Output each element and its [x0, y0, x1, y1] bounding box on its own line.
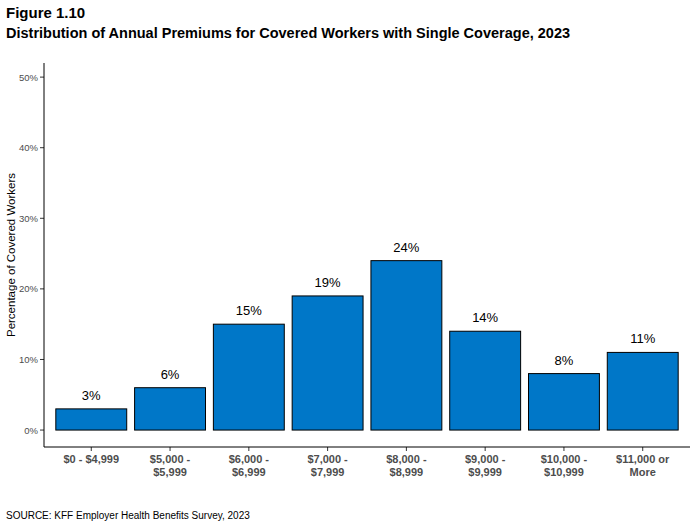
subtitle: Distribution of Annual Premiums for Cove… — [6, 25, 570, 41]
x-tick-label: $0 - $4,999 — [63, 453, 119, 465]
x-tick-label-line: $5,999 — [153, 466, 187, 478]
x-tick-label-line: More — [630, 466, 656, 478]
x-tick-label: $6,000 -$6,999 — [229, 453, 270, 478]
bar — [213, 324, 284, 430]
x-tick-label-line: $7,999 — [311, 466, 345, 478]
x-tick-label-line: $0 - $4,999 — [63, 453, 119, 465]
y-tick — [40, 218, 44, 219]
title: Figure 1.10 — [6, 4, 85, 21]
x-tick-label-line: $9,999 — [468, 466, 502, 478]
bar — [292, 296, 363, 430]
y-tick-label: 50% — [19, 72, 39, 83]
x-tick-label-line: $10,000 - — [541, 453, 588, 465]
x-tick-label-line: $5,000 - — [150, 453, 191, 465]
x-tick-label-line: $6,000 - — [229, 453, 270, 465]
x-tick — [327, 447, 328, 451]
bar — [371, 261, 442, 430]
x-tick — [248, 447, 249, 451]
x-tick-label-line: $10,999 — [544, 466, 584, 478]
bar — [135, 388, 206, 430]
data-label: 24% — [393, 240, 419, 255]
y-tick-label: 20% — [19, 283, 39, 294]
x-tick-label-line: $11,000 or — [616, 453, 670, 465]
data-label: 11% — [630, 331, 655, 346]
data-label: 8% — [555, 353, 574, 368]
data-label: 14% — [472, 310, 498, 325]
y-tick-label: 40% — [19, 142, 39, 153]
x-tick-label-line: $7,000 - — [307, 453, 348, 465]
data-label: 3% — [82, 388, 101, 403]
bar — [450, 331, 521, 430]
bars — [56, 261, 678, 430]
data-label: 15% — [236, 303, 262, 318]
x-tick-label: $10,000 -$10,999 — [541, 453, 588, 478]
background — [0, 0, 698, 525]
x-tick-label: $8,000 -$8,999 — [386, 453, 427, 478]
bar — [56, 409, 127, 430]
x-tick-label-line: $6,999 — [232, 466, 266, 478]
y-axis-label: Percentage of Covered Workers — [5, 173, 17, 337]
x-tick-label: $5,000 -$5,999 — [150, 453, 191, 478]
x-tick-label-line: $8,999 — [390, 466, 424, 478]
y-tick — [40, 359, 44, 360]
x-axis-line — [44, 447, 690, 448]
chart-svg: Figure 1.10 Distribution of Annual Premiu… — [0, 0, 698, 525]
chart-root: Figure 1.10 Distribution of Annual Premiu… — [0, 0, 698, 525]
y-axis-line — [44, 63, 45, 447]
y-tick-label: 30% — [19, 213, 39, 224]
x-tick — [485, 447, 486, 451]
y-tick — [40, 288, 44, 289]
x-tick — [563, 447, 564, 451]
x-tick — [170, 447, 171, 451]
bar — [607, 352, 678, 430]
y-tick — [40, 77, 44, 78]
x-tick-label-line: $9,000 - — [465, 453, 506, 465]
y-tick — [40, 147, 44, 148]
x-tick-label: $11,000 orMore — [616, 453, 670, 478]
bar — [529, 374, 600, 430]
y-tick — [40, 430, 44, 431]
x-tick — [642, 447, 643, 451]
x-tick-label-line: $8,000 - — [386, 453, 427, 465]
x-tick-label: $7,000 -$7,999 — [307, 453, 348, 478]
source: SOURCE: KFF Employer Health Benefits Sur… — [6, 510, 250, 521]
y-tick-label: 0% — [24, 425, 38, 436]
x-tick-label: $9,000 -$9,999 — [465, 453, 506, 478]
data-label: 19% — [315, 275, 341, 290]
x-tick — [406, 447, 407, 451]
y-tick-label: 10% — [19, 354, 39, 365]
data-label: 6% — [161, 367, 180, 382]
x-tick — [91, 447, 92, 451]
